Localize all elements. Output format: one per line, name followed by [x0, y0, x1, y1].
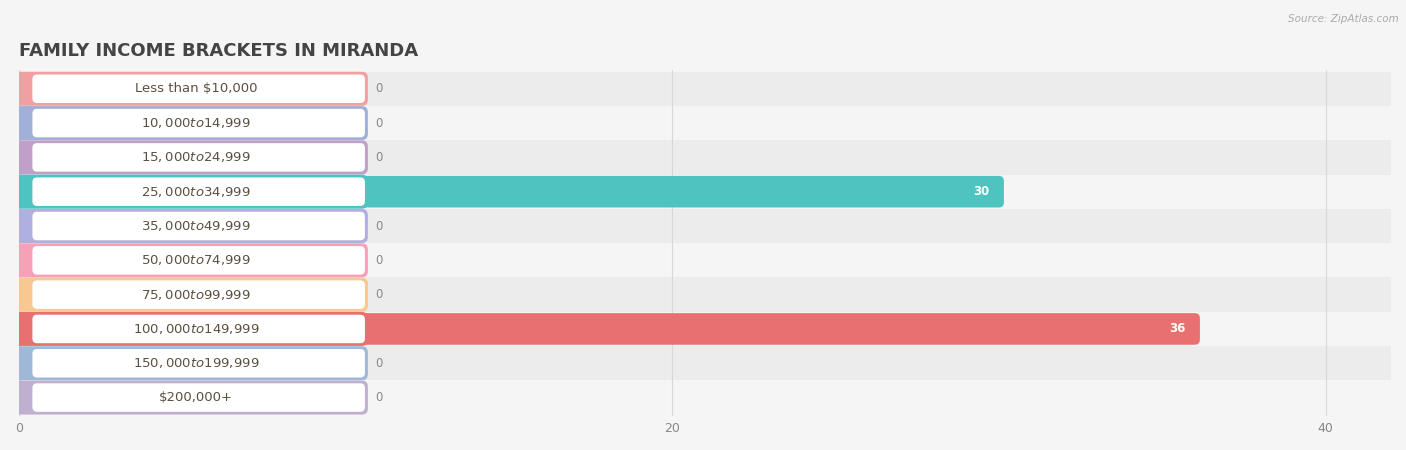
Text: 0: 0 — [375, 288, 382, 301]
FancyBboxPatch shape — [32, 349, 366, 378]
FancyBboxPatch shape — [32, 246, 366, 274]
Text: Less than $10,000: Less than $10,000 — [135, 82, 257, 95]
FancyBboxPatch shape — [32, 109, 366, 137]
Bar — [20, 175, 1391, 209]
FancyBboxPatch shape — [32, 177, 366, 206]
Text: FAMILY INCOME BRACKETS IN MIRANDA: FAMILY INCOME BRACKETS IN MIRANDA — [20, 42, 418, 60]
FancyBboxPatch shape — [13, 72, 368, 106]
Bar — [20, 106, 1391, 140]
FancyBboxPatch shape — [13, 106, 368, 140]
Text: $10,000 to $14,999: $10,000 to $14,999 — [142, 116, 252, 130]
Bar — [20, 278, 1391, 312]
Bar — [20, 243, 1391, 278]
FancyBboxPatch shape — [13, 175, 368, 209]
FancyBboxPatch shape — [32, 315, 366, 343]
FancyBboxPatch shape — [13, 346, 368, 380]
Bar — [20, 380, 1391, 415]
Bar — [20, 72, 1391, 106]
FancyBboxPatch shape — [32, 280, 366, 309]
Bar — [20, 140, 1391, 175]
Text: $25,000 to $34,999: $25,000 to $34,999 — [142, 184, 252, 199]
FancyBboxPatch shape — [32, 143, 366, 171]
Text: $35,000 to $49,999: $35,000 to $49,999 — [142, 219, 252, 233]
Text: 0: 0 — [375, 220, 382, 233]
FancyBboxPatch shape — [14, 313, 1199, 345]
Bar — [20, 346, 1391, 380]
FancyBboxPatch shape — [13, 381, 368, 414]
Text: $50,000 to $74,999: $50,000 to $74,999 — [142, 253, 252, 267]
Bar — [20, 312, 1391, 346]
Bar — [20, 209, 1391, 243]
FancyBboxPatch shape — [14, 176, 1004, 207]
Text: $75,000 to $99,999: $75,000 to $99,999 — [142, 288, 252, 302]
FancyBboxPatch shape — [13, 140, 368, 175]
Text: 0: 0 — [375, 391, 382, 404]
Text: $15,000 to $24,999: $15,000 to $24,999 — [142, 150, 252, 164]
Text: 0: 0 — [375, 254, 382, 267]
FancyBboxPatch shape — [32, 383, 366, 412]
Text: 0: 0 — [375, 117, 382, 130]
Text: $150,000 to $199,999: $150,000 to $199,999 — [134, 356, 260, 370]
Text: 0: 0 — [375, 151, 382, 164]
Text: $100,000 to $149,999: $100,000 to $149,999 — [134, 322, 260, 336]
FancyBboxPatch shape — [32, 212, 366, 240]
Text: Source: ZipAtlas.com: Source: ZipAtlas.com — [1288, 14, 1399, 23]
FancyBboxPatch shape — [13, 209, 368, 243]
FancyBboxPatch shape — [13, 312, 368, 346]
Text: 0: 0 — [375, 82, 382, 95]
FancyBboxPatch shape — [13, 243, 368, 277]
Text: 30: 30 — [973, 185, 990, 198]
Text: 0: 0 — [375, 357, 382, 370]
Text: 36: 36 — [1168, 323, 1185, 335]
FancyBboxPatch shape — [13, 278, 368, 312]
FancyBboxPatch shape — [32, 75, 366, 103]
Text: $200,000+: $200,000+ — [159, 391, 233, 404]
